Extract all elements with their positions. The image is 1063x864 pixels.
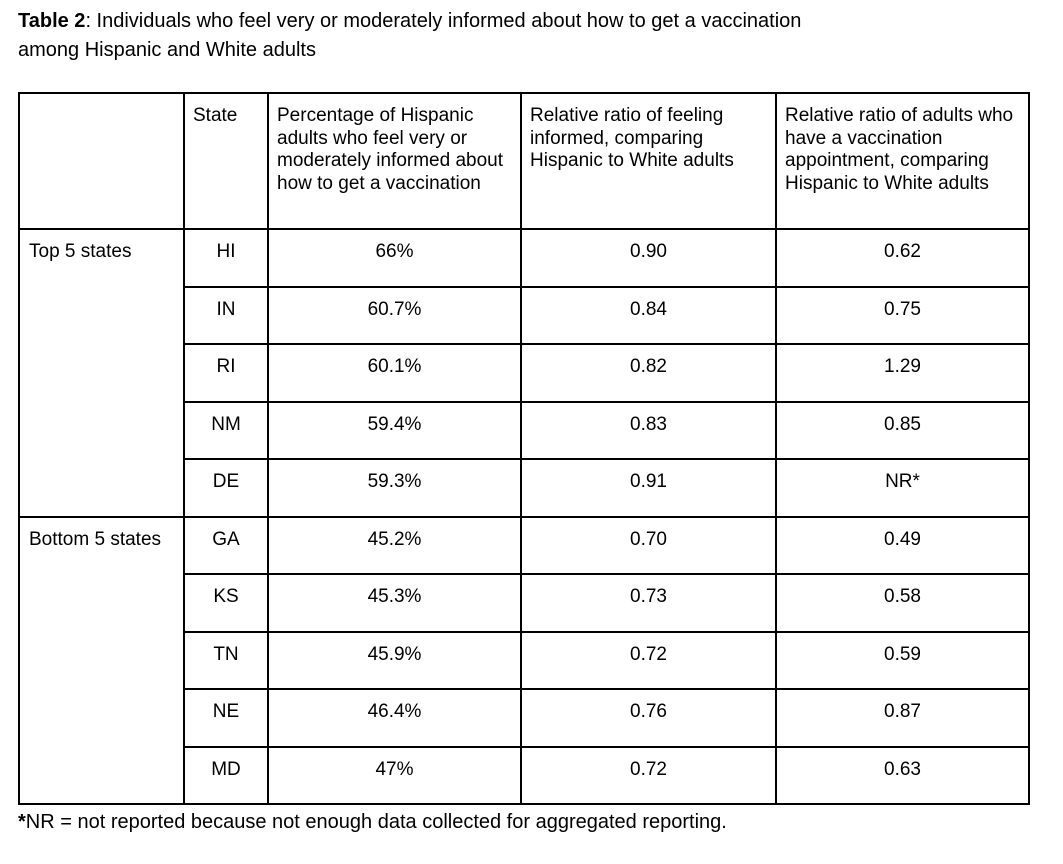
table-row: TN 45.9% 0.72 0.59: [19, 630, 1030, 690]
ratio-informed-cell: 0.72: [520, 745, 777, 805]
ratio-appointment-cell: 0.59: [775, 630, 1030, 690]
ratio-informed-cell: 0.83: [520, 400, 777, 460]
table-row: IN 60.7% 0.84 0.75: [19, 285, 1030, 345]
ratio-appointment-cell: NR*: [775, 458, 1030, 518]
ratio-informed-cell: 0.90: [520, 228, 777, 288]
ratio-appointment-cell: 0.49: [775, 515, 1030, 575]
percentage-cell: 46.4%: [267, 688, 522, 748]
header-group-empty: [18, 92, 185, 230]
group-label-bottom5: Bottom 5 states: [18, 515, 185, 805]
ratio-informed-cell: 0.84: [520, 285, 777, 345]
table-row: NM 59.4% 0.83 0.85: [19, 400, 1030, 460]
group-label-top5: Top 5 states: [18, 228, 185, 518]
ratio-appointment-cell: 0.58: [775, 573, 1030, 633]
ratio-informed-cell: 0.82: [520, 343, 777, 403]
percentage-cell: 45.2%: [267, 515, 522, 575]
ratio-appointment-cell: 0.87: [775, 688, 1030, 748]
header-row: State Percentage of Hispanic adults who …: [18, 92, 1030, 230]
table-row: Top 5 states HI 66% 0.90 0.62: [18, 228, 1030, 518]
ratio-informed-cell: 0.73: [520, 573, 777, 633]
ratio-appointment-cell: 1.29: [775, 343, 1030, 403]
header-state: State: [183, 92, 269, 230]
state-cell: DE: [183, 458, 269, 518]
percentage-cell: 60.7%: [267, 285, 522, 345]
state-cell: TN: [183, 630, 269, 690]
percentage-cell: 66%: [267, 228, 522, 288]
ratio-informed-cell: 0.70: [520, 515, 777, 575]
ratio-appointment-cell: 0.63: [775, 745, 1030, 805]
table-title: Table 2: Individuals who feel very or mo…: [18, 7, 801, 65]
percentage-cell: 60.1%: [267, 343, 522, 403]
header-ratio-appointment: Relative ratio of adults who have a vacc…: [775, 92, 1030, 230]
footnote-text: NR = not reported because not enough dat…: [25, 811, 727, 833]
state-cell: GA: [183, 515, 269, 575]
state-cell: HI: [183, 228, 269, 288]
footnote-marker: *: [18, 811, 26, 833]
state-cell: RI: [183, 343, 269, 403]
table-row: RI 60.1% 0.82 1.29: [19, 343, 1030, 403]
table-title-line1: : Individuals who feel very or moderatel…: [85, 10, 802, 32]
vaccination-informed-table: State Percentage of Hispanic adults who …: [18, 92, 1030, 805]
ratio-informed-cell: 0.91: [520, 458, 777, 518]
state-cell: NE: [183, 688, 269, 748]
ratio-informed-cell: 0.76: [520, 688, 777, 748]
percentage-cell: 59.3%: [267, 458, 522, 518]
percentage-cell: 47%: [267, 745, 522, 805]
percentage-cell: 59.4%: [267, 400, 522, 460]
header-percentage-informed: Percentage of Hispanic adults who feel v…: [267, 92, 522, 230]
table-row: MD 47% 0.72 0.63: [19, 745, 1030, 805]
table-row: NE 46.4% 0.76 0.87: [19, 688, 1030, 748]
ratio-appointment-cell: 0.85: [775, 400, 1030, 460]
ratio-appointment-cell: 0.75: [775, 285, 1030, 345]
ratio-informed-cell: 0.72: [520, 630, 777, 690]
state-cell: KS: [183, 573, 269, 633]
footnote: *NR = not reported because not enough da…: [18, 809, 727, 835]
table-title-line2: among Hispanic and White adults: [18, 39, 316, 61]
state-cell: MD: [183, 745, 269, 805]
state-cell: NM: [183, 400, 269, 460]
table-row: DE 59.3% 0.91 NR*: [19, 458, 1030, 518]
header-ratio-informed: Relative ratio of feeling informed, comp…: [520, 92, 777, 230]
table-row: KS 45.3% 0.73 0.58: [19, 573, 1030, 633]
percentage-cell: 45.9%: [267, 630, 522, 690]
table-row: Bottom 5 states GA 45.2% 0.70 0.49: [18, 515, 1030, 805]
state-cell: IN: [183, 285, 269, 345]
percentage-cell: 45.3%: [267, 573, 522, 633]
ratio-appointment-cell: 0.62: [775, 228, 1030, 288]
table-title-label: Table 2: [18, 10, 86, 32]
